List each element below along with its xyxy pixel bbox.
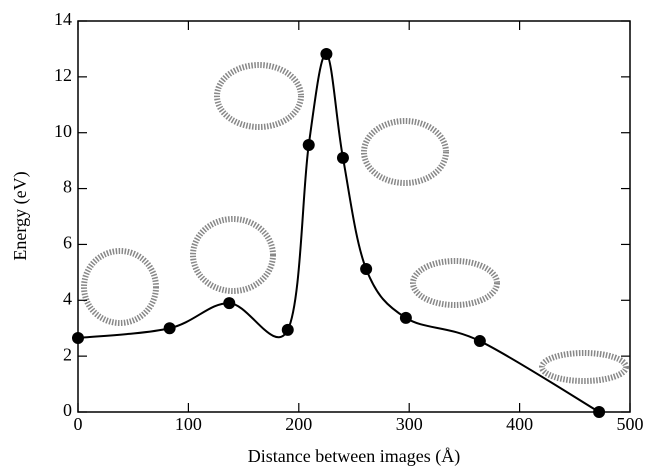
point (302, 139, 315, 152)
point (281, 323, 294, 336)
point (593, 406, 606, 418)
y-tick-label: 14 (54, 9, 72, 29)
point (399, 311, 412, 324)
tube-image (190, 216, 276, 294)
x-axis-label: Distance between images (Å) (248, 446, 460, 467)
tube-image (539, 350, 629, 384)
point (473, 335, 486, 348)
x-tick-label: 300 (396, 414, 423, 434)
y-tick-label: 10 (54, 121, 72, 141)
tube-image (361, 118, 449, 186)
x-tick-label: 400 (506, 414, 533, 434)
y-tick-label: 8 (63, 177, 72, 197)
y-tick-label: 12 (54, 65, 72, 85)
point (320, 47, 333, 60)
tube-image (214, 62, 304, 130)
point (72, 331, 84, 344)
y-tick-label: 0 (63, 400, 72, 420)
y-tick-label: 4 (63, 288, 72, 308)
plot-frame (77, 20, 631, 413)
point (223, 297, 236, 310)
tube-illustrations (81, 62, 629, 384)
point (336, 151, 349, 164)
x-tick-label: 0 (74, 414, 83, 434)
x-tick-label: 500 (617, 414, 644, 434)
y-tick-label: 6 (63, 233, 72, 253)
point (163, 322, 176, 335)
y-axis-label: Energy (eV) (10, 171, 31, 260)
curve (77, 52, 600, 413)
point (360, 263, 373, 276)
x-tick-label: 100 (175, 414, 202, 434)
tube-image (410, 258, 500, 308)
x-tick-label: 200 (285, 414, 312, 434)
y-tick-label: 2 (63, 344, 72, 364)
tube-image (81, 248, 159, 326)
